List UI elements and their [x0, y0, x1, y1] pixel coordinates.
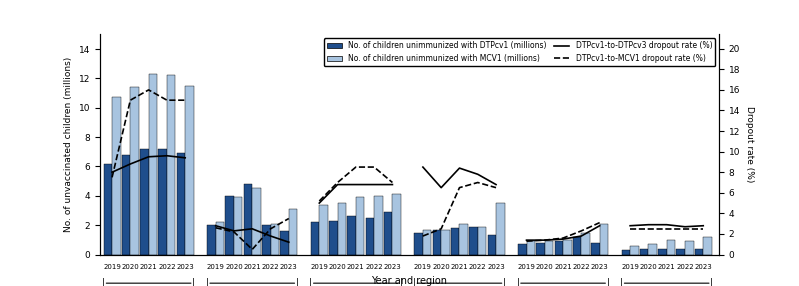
- Bar: [158, 149, 167, 255]
- Bar: [271, 224, 279, 255]
- Bar: [441, 230, 450, 255]
- Bar: [311, 222, 320, 255]
- Bar: [130, 87, 139, 255]
- Y-axis label: Dropout rate (%): Dropout rate (%): [745, 106, 754, 183]
- Bar: [582, 233, 590, 255]
- Bar: [423, 230, 431, 255]
- Bar: [140, 149, 149, 255]
- Bar: [622, 250, 630, 255]
- Bar: [320, 204, 328, 255]
- Text: |: |: [710, 278, 714, 286]
- Text: |: |: [296, 278, 299, 286]
- Bar: [366, 218, 374, 255]
- Bar: [356, 197, 364, 255]
- Bar: [262, 225, 271, 255]
- Text: |: |: [606, 278, 610, 286]
- Bar: [121, 155, 130, 255]
- Bar: [348, 217, 356, 255]
- Bar: [392, 194, 401, 255]
- Bar: [432, 230, 441, 255]
- Bar: [487, 235, 496, 255]
- Bar: [649, 244, 657, 255]
- Bar: [703, 237, 712, 255]
- Text: |: |: [309, 278, 312, 286]
- Bar: [234, 197, 242, 255]
- Bar: [536, 243, 545, 255]
- Text: |: |: [413, 278, 416, 286]
- Bar: [685, 241, 694, 255]
- Bar: [451, 228, 459, 255]
- Text: |: |: [102, 278, 105, 286]
- Text: |: |: [620, 278, 623, 286]
- Bar: [545, 241, 554, 255]
- Bar: [496, 203, 504, 255]
- Bar: [518, 244, 527, 255]
- Bar: [694, 249, 703, 255]
- Bar: [207, 225, 216, 255]
- Bar: [666, 240, 675, 255]
- Bar: [225, 196, 234, 255]
- Bar: [640, 249, 649, 255]
- Bar: [216, 222, 225, 255]
- Bar: [415, 233, 423, 255]
- Bar: [658, 249, 666, 255]
- Bar: [591, 243, 599, 255]
- Bar: [104, 164, 112, 255]
- Bar: [280, 231, 288, 255]
- Bar: [563, 240, 571, 255]
- Bar: [112, 98, 121, 255]
- Bar: [630, 246, 638, 255]
- Bar: [337, 203, 346, 255]
- Bar: [478, 227, 487, 255]
- Bar: [677, 249, 685, 255]
- Bar: [252, 188, 260, 255]
- Bar: [573, 237, 582, 255]
- Bar: [384, 212, 392, 255]
- Bar: [149, 74, 157, 255]
- Bar: [185, 86, 193, 255]
- Text: |: |: [516, 278, 519, 286]
- Legend: No. of children unimmunized with DTPcv1 (millions), No. of children unimmunized : No. of children unimmunized with DTPcv1 …: [324, 38, 715, 66]
- Bar: [555, 241, 563, 255]
- Bar: [244, 184, 252, 255]
- Text: |: |: [400, 278, 403, 286]
- Y-axis label: No. of unvaccinated children (millions): No. of unvaccinated children (millions): [64, 57, 73, 232]
- Text: |: |: [503, 278, 507, 286]
- Bar: [288, 209, 297, 255]
- X-axis label: Year and region: Year and region: [372, 276, 447, 286]
- Bar: [177, 153, 185, 255]
- Text: |: |: [192, 278, 196, 286]
- Bar: [469, 227, 478, 255]
- Bar: [374, 196, 383, 255]
- Bar: [459, 224, 468, 255]
- Bar: [167, 76, 176, 255]
- Bar: [329, 221, 337, 255]
- Text: |: |: [205, 278, 209, 286]
- Bar: [599, 224, 608, 255]
- Bar: [527, 241, 535, 255]
